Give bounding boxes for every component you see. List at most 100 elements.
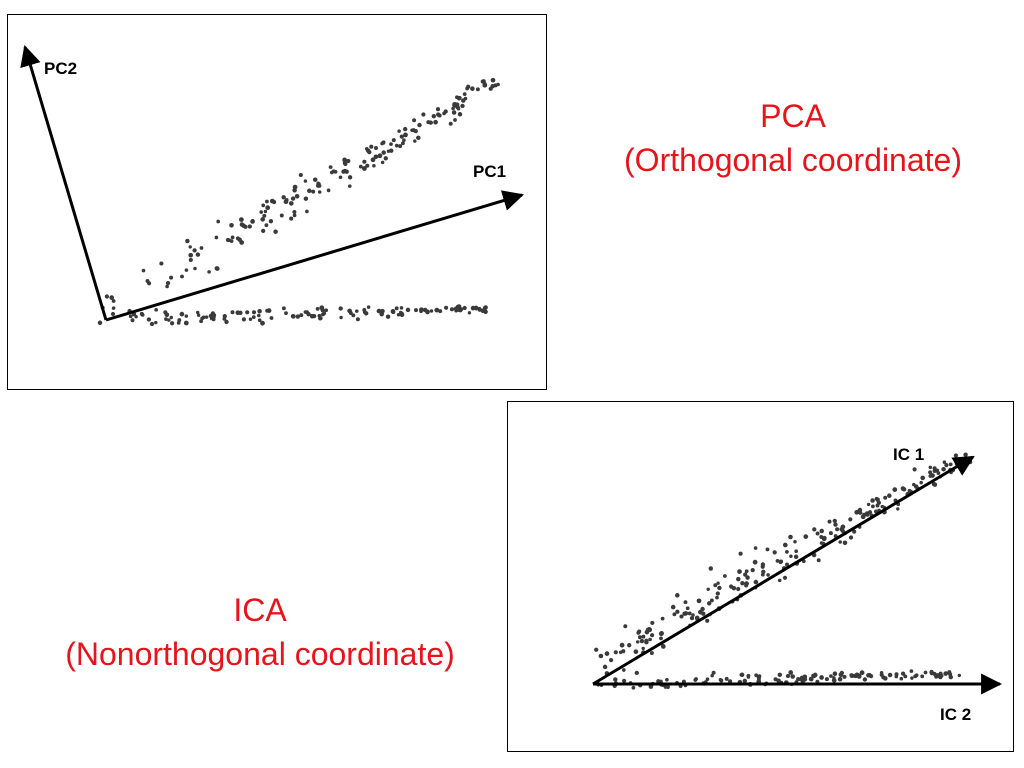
ica-point [887, 672, 893, 678]
ica-point [634, 670, 639, 676]
pca-point [268, 219, 274, 224]
ica-point [637, 629, 642, 634]
pca-point [290, 196, 296, 201]
ica-point [912, 467, 917, 472]
pca-point [317, 315, 323, 321]
ica-point [711, 670, 716, 675]
pca-point [312, 313, 317, 319]
pca-point [421, 112, 426, 117]
ica-point [883, 676, 888, 681]
pca-point [185, 238, 190, 244]
pca-point [381, 150, 386, 155]
pca-point [416, 136, 420, 140]
ica-point [753, 579, 759, 585]
ica-point [919, 480, 923, 485]
pca-point [417, 122, 422, 128]
ica-point [659, 636, 663, 641]
ica-point [840, 524, 846, 530]
pca-point [289, 216, 294, 221]
pca-point [316, 181, 320, 186]
pca-point [292, 213, 297, 218]
pca-point [199, 319, 203, 324]
ica-point [862, 677, 868, 682]
ica-point [963, 452, 968, 457]
ica-point [900, 486, 906, 491]
ica-point [621, 668, 626, 672]
pca-point [458, 308, 463, 313]
pca-point [400, 141, 405, 146]
pca-point [342, 157, 347, 163]
pca-point [204, 315, 209, 319]
pca-point [140, 312, 145, 317]
ica-point [750, 567, 755, 573]
pca-point [396, 312, 401, 317]
ica-point [793, 554, 799, 560]
pca-point [425, 309, 430, 315]
ica-point [815, 531, 820, 536]
ica-point [604, 651, 610, 656]
pca-point [452, 101, 457, 107]
pca-point [269, 316, 274, 320]
ica-point [777, 578, 782, 583]
ica-point [838, 672, 844, 678]
pca-point [482, 81, 487, 87]
pca-data-points [97, 77, 500, 327]
pca-point [229, 239, 234, 243]
pca-point [365, 163, 370, 168]
pca-point [165, 284, 169, 289]
ica-point [857, 507, 863, 513]
ica-point [928, 470, 933, 475]
ica-point [723, 574, 727, 578]
pca-point [264, 223, 269, 228]
pca-point [429, 309, 434, 313]
ica-point [856, 674, 862, 679]
pca-point [146, 317, 152, 322]
pca-point [169, 315, 173, 320]
pca-point [111, 299, 116, 303]
ica-point [685, 606, 690, 611]
pc2-label: PC2 [44, 59, 77, 78]
pca-point [366, 305, 371, 309]
pca-point [292, 209, 297, 215]
ica-point [639, 638, 645, 644]
ica-point [613, 677, 618, 682]
pca-point [104, 294, 110, 299]
pca-point [269, 198, 275, 204]
pca-point [210, 311, 215, 316]
pca-point [184, 314, 189, 318]
pca-point [192, 248, 197, 253]
pca-point [377, 153, 383, 159]
ica-point [727, 679, 733, 684]
pca-point [470, 86, 475, 91]
ica-point [848, 535, 854, 540]
pca-point [347, 308, 352, 314]
pca-point [370, 157, 376, 163]
ica-point [623, 624, 628, 629]
ica-point [659, 631, 664, 636]
ica-point [766, 573, 770, 577]
pca-point [373, 154, 379, 160]
ica-point [660, 616, 665, 621]
pca-point [183, 320, 189, 326]
pca-point [263, 209, 268, 214]
pca-point [224, 319, 229, 325]
ica-point [675, 609, 680, 614]
pca-caption-title: PCA [760, 98, 826, 134]
ica-point [705, 677, 710, 681]
pca-point [196, 313, 201, 317]
pca-point [199, 246, 204, 250]
pca-point [322, 311, 327, 316]
ica-point [700, 606, 705, 612]
ica-point [819, 675, 824, 680]
pca-point [355, 309, 359, 313]
ica-point [909, 669, 914, 673]
ica-point [729, 584, 733, 589]
ica-point [819, 541, 824, 545]
pca-point [451, 110, 457, 115]
pca-point [320, 308, 325, 313]
pca-point [465, 86, 469, 91]
ica-point [788, 534, 793, 540]
pca-point [437, 113, 442, 118]
pca-point [261, 228, 266, 234]
pca-point [490, 83, 495, 89]
